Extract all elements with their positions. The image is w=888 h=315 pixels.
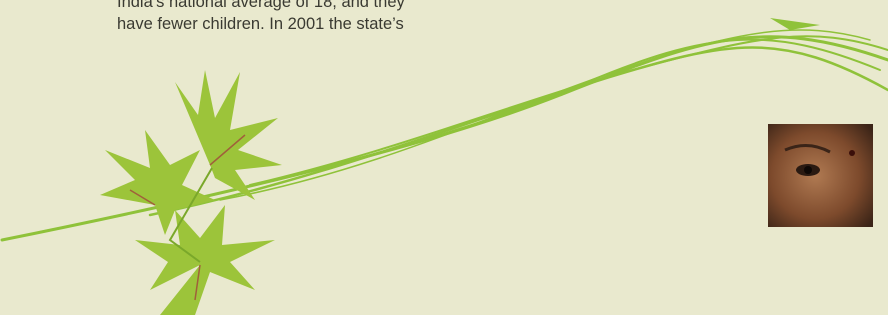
body-text: India’s national average of 18, and they xyxy=(117,0,405,12)
body-text: have fewer children. In 2001 the state’s xyxy=(117,14,404,34)
decoration xyxy=(0,0,888,315)
swoosh xyxy=(2,18,888,240)
page: India’s national average of 18, and they… xyxy=(0,0,888,315)
photo xyxy=(768,124,873,227)
